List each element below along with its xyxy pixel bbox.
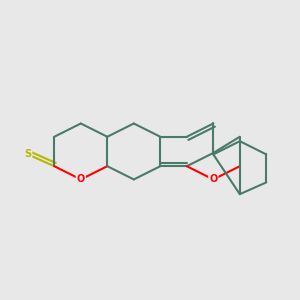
Text: O: O — [77, 174, 85, 184]
Text: S: S — [24, 149, 32, 159]
Text: O: O — [209, 174, 218, 184]
